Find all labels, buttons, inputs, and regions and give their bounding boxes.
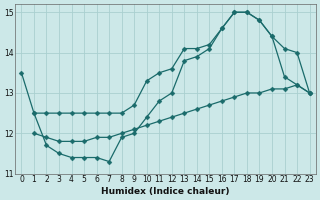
X-axis label: Humidex (Indice chaleur): Humidex (Indice chaleur) — [101, 187, 230, 196]
